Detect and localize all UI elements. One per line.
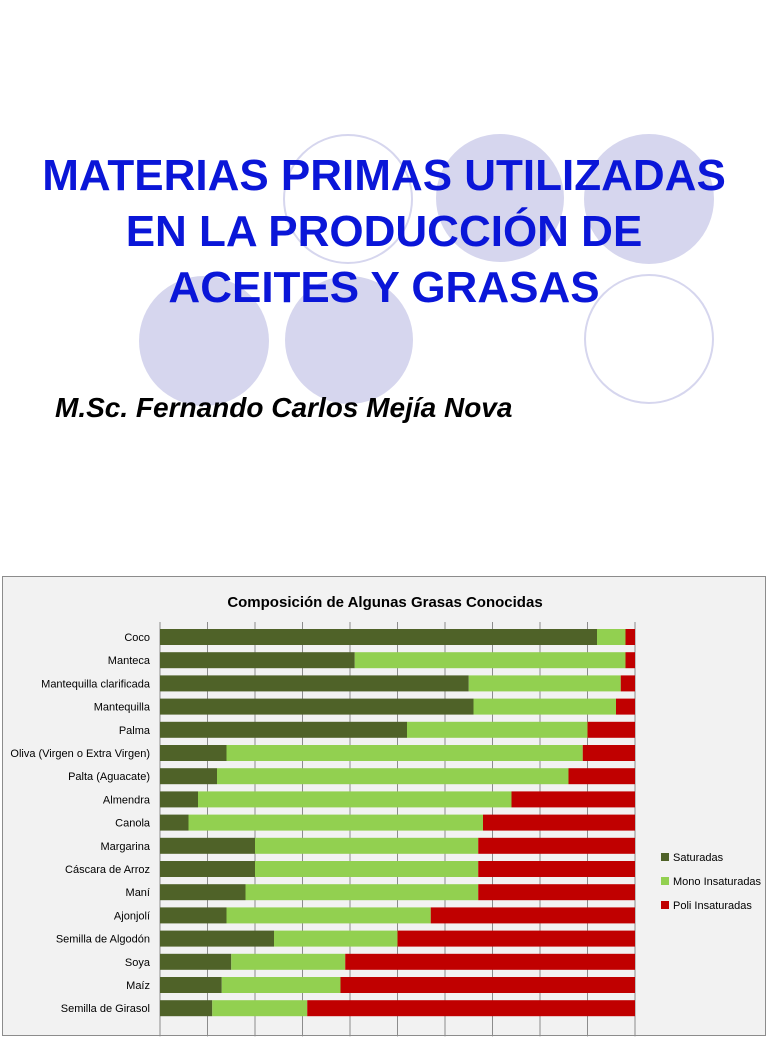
bar-segment: [212, 1000, 308, 1017]
bar-segment: [198, 791, 512, 808]
category-label: Canola: [115, 818, 151, 830]
bar-segment: [160, 837, 255, 854]
bar-segment: [255, 861, 479, 877]
category-label: Cáscara de Arroz: [65, 864, 150, 876]
decor-circle: [436, 134, 564, 262]
bar-segment: [160, 768, 217, 785]
bar-segment: [160, 698, 474, 715]
category-label: Maní: [126, 887, 150, 899]
bar-segment: [274, 930, 398, 947]
bar-segment: [160, 884, 246, 901]
category-label: Maíz: [126, 980, 150, 992]
bar-segment: [160, 791, 198, 808]
slide-title-line: EN LA PRODUCCIÓN DE: [125, 207, 643, 256]
bar-segment: [231, 953, 346, 970]
chart-title: Composición de Algunas Grasas Conocidas: [227, 594, 542, 611]
category-label: Almendra: [103, 794, 151, 806]
bar-segment: [616, 698, 635, 715]
bar-segment: [625, 652, 635, 669]
bar-segment: [483, 814, 635, 831]
bar-segment: [587, 721, 635, 738]
slide-title-line: MATERIAS PRIMAS UTILIZADAS: [42, 151, 726, 200]
legend-swatch: [661, 901, 669, 909]
bar-segment: [430, 907, 635, 924]
bar-segment: [511, 791, 635, 808]
decor-circle: [584, 274, 714, 404]
bar-segment: [354, 652, 626, 669]
bar-segment: [188, 814, 483, 831]
bar-segment: [597, 629, 626, 645]
category-labels: Coco Manteca Mantequilla clarificada Manteq…: [10, 632, 150, 1015]
bar-segment: [160, 629, 597, 645]
bar-segment: [160, 652, 355, 669]
category-label: Semilla de Algodón: [56, 934, 150, 946]
bar-segment: [340, 977, 635, 993]
bar-segment: [468, 675, 621, 692]
decor-circle: [285, 276, 413, 404]
bar-segment: [160, 814, 189, 831]
author-name: M.Sc. Fernando Carlos Mejía Nova: [55, 392, 513, 423]
category-label: Coco: [124, 632, 150, 644]
bar-segment: [625, 629, 635, 645]
bar-segment: [160, 953, 232, 970]
chart-panel: Composición de Algunas Grasas Conocidas …: [2, 576, 766, 1037]
bar-segment: [160, 721, 407, 738]
category-label: Oliva (Virgen o Extra Virgen): [10, 748, 150, 760]
bar-segment: [160, 930, 274, 947]
category-label: Palta (Aguacate): [68, 771, 150, 783]
category-label: Palma: [119, 725, 151, 737]
bar-segment: [160, 745, 227, 761]
bar-segment: [345, 953, 635, 970]
category-label: Mantequilla: [94, 702, 151, 714]
bar-segment: [582, 745, 635, 761]
bar-segment: [160, 675, 469, 692]
bar-segment: [307, 1000, 635, 1017]
bar-segment: [478, 861, 635, 877]
legend-swatch: [661, 877, 669, 885]
bar-segment: [397, 930, 635, 947]
bar-segment: [160, 977, 222, 993]
legend-label: Saturadas: [673, 852, 724, 864]
bar-segment: [478, 837, 635, 854]
decor-circle: [283, 134, 413, 264]
legend-label: Mono Insaturadas: [673, 876, 762, 888]
category-label: Soya: [125, 957, 151, 969]
bar-segment: [226, 745, 583, 761]
bar-segment: [160, 861, 255, 877]
bar-segment: [226, 907, 431, 924]
bar-segment: [620, 675, 635, 692]
category-label: Mantequilla clarificada: [41, 678, 151, 690]
slide-title-line: ACEITES Y GRASAS: [168, 263, 600, 312]
bar-segment: [160, 1000, 213, 1017]
legend-label: Poli Insaturadas: [673, 900, 752, 912]
bar-segment: [160, 907, 227, 924]
bar-segment: [473, 698, 616, 715]
bar-segment: [245, 884, 479, 901]
bars: [160, 629, 635, 1017]
category-label: Ajonjolí: [114, 910, 150, 922]
category-label: Margarina: [100, 841, 150, 853]
slide-title: MATERIAS PRIMAS UTILIZADAS EN LA PRODUCC…: [0, 148, 768, 316]
legend: Saturadas Mono Insaturadas Poli Insaturada…: [661, 852, 762, 912]
bar-segment: [407, 721, 588, 738]
legend-swatch: [661, 853, 669, 861]
bar-segment: [255, 837, 479, 854]
bar-segment: [221, 977, 341, 993]
bar-segment: [478, 884, 635, 901]
bar-segment: [217, 768, 569, 785]
bar-segment: [568, 768, 635, 785]
stacked-bar-chart: Composición de Algunas Grasas Conocidas …: [10, 594, 762, 1037]
decor-circle: [139, 276, 269, 406]
category-label: Manteca: [108, 655, 151, 667]
category-label: Semilla de Girasol: [61, 1003, 150, 1015]
decor-circle: [584, 134, 714, 264]
